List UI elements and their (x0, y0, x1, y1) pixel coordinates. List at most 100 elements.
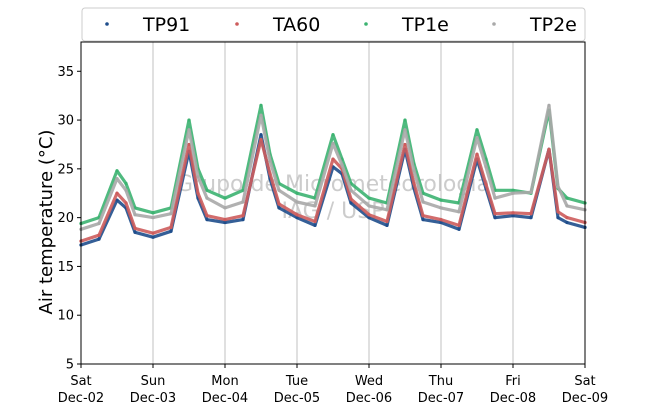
legend-label-TP91: TP91 (142, 14, 190, 36)
x-tick-label-day: Mon (211, 374, 238, 389)
data-point (475, 128, 479, 132)
data-point (331, 157, 335, 161)
data-point (511, 214, 515, 218)
data-point (421, 200, 425, 204)
data-point (367, 213, 371, 217)
data-point (529, 212, 533, 216)
y-tick-label: 25 (57, 162, 74, 177)
series-line (79, 138, 587, 243)
data-point (403, 128, 407, 132)
data-point (196, 191, 200, 195)
data-point (439, 218, 443, 222)
data-point (349, 188, 353, 192)
data-point (511, 211, 515, 215)
legend-marker-TA60 (235, 22, 239, 26)
data-point (313, 204, 317, 208)
x-axis: Sat Dec-02 Sun Dec-03 Mon Dec-04 Tue Dec-05 Wed D… (58, 364, 608, 406)
data-point (475, 152, 479, 156)
data-point (484, 182, 488, 187)
plot-frame (80, 41, 586, 365)
data-point (484, 165, 488, 169)
data-point (277, 206, 281, 210)
data-point (259, 133, 263, 137)
x-tick-label-day: Sat (574, 374, 595, 389)
data-point (313, 219, 317, 224)
series-line (79, 133, 587, 247)
data-point (556, 184, 560, 188)
data-point (529, 190, 533, 194)
data-point (331, 133, 335, 137)
data-point (133, 230, 137, 234)
data-point (295, 191, 299, 195)
data-point (367, 196, 371, 200)
data-point (412, 169, 416, 173)
data-point (547, 103, 551, 107)
data-point (295, 216, 299, 220)
data-point (439, 206, 443, 210)
data-point (313, 223, 317, 227)
data-point (277, 202, 281, 206)
data-point (295, 200, 299, 204)
data-point (385, 223, 389, 227)
data-point (493, 212, 497, 216)
data-point (349, 201, 353, 205)
data-point (97, 221, 101, 226)
y-tick-label: 5 (66, 358, 74, 373)
x-tick-label-day: Sat (70, 374, 91, 389)
y-tick-label: 15 (57, 260, 74, 275)
data-point (556, 216, 560, 220)
x-tick-label-date: Dec-07 (418, 391, 464, 406)
y-axis-label: Air temperature (°C) (36, 130, 57, 315)
data-point (196, 175, 200, 179)
series-TP2e (79, 103, 587, 231)
data-point (124, 181, 128, 186)
data-point (151, 216, 155, 220)
x-tick-label-date: Dec-05 (274, 391, 320, 406)
data-point (295, 213, 299, 217)
data-point (331, 141, 335, 146)
data-point (385, 208, 389, 212)
data-point (169, 212, 173, 216)
legend-label-TA60: TA60 (272, 14, 320, 36)
data-point (241, 214, 245, 218)
x-tick-label-date: Dec-09 (562, 391, 608, 406)
data-point (349, 197, 353, 201)
data-point (124, 201, 128, 205)
data-point (124, 188, 128, 192)
series-layer (79, 103, 587, 247)
data-point (511, 188, 515, 192)
data-point (565, 220, 569, 225)
data-point (421, 218, 425, 222)
data-point (457, 210, 461, 214)
legend: TP91 TA60 TP1e TP2e (81, 7, 586, 42)
x-tick-label-day: Fri (505, 374, 521, 389)
data-point (340, 163, 344, 167)
data-point (421, 214, 425, 218)
data-point (259, 103, 263, 107)
legend-marker-TP2e (492, 22, 496, 26)
data-point (133, 213, 137, 217)
data-point (439, 198, 443, 202)
series-line (79, 103, 587, 231)
data-point (187, 128, 191, 132)
x-tick-label-date: Dec-04 (202, 391, 248, 406)
data-point (565, 216, 569, 220)
x-tick-label-date: Dec-02 (58, 391, 104, 406)
data-point (385, 219, 389, 224)
data-point (205, 218, 209, 222)
data-point (268, 172, 272, 176)
legend-label-TP1e: TP1e (401, 14, 449, 36)
data-point (151, 211, 155, 215)
data-point (475, 136, 479, 140)
watermark-line-1: Grupo de Micrometeorologia (176, 172, 490, 197)
data-point (115, 177, 119, 181)
data-point (493, 196, 497, 200)
data-point (403, 142, 407, 147)
data-point (241, 200, 245, 204)
data-point (151, 235, 155, 239)
data-point (529, 216, 533, 220)
y-tick-label: 10 (57, 309, 74, 324)
data-point (259, 138, 263, 142)
legend-marker-TP1e (364, 22, 368, 26)
